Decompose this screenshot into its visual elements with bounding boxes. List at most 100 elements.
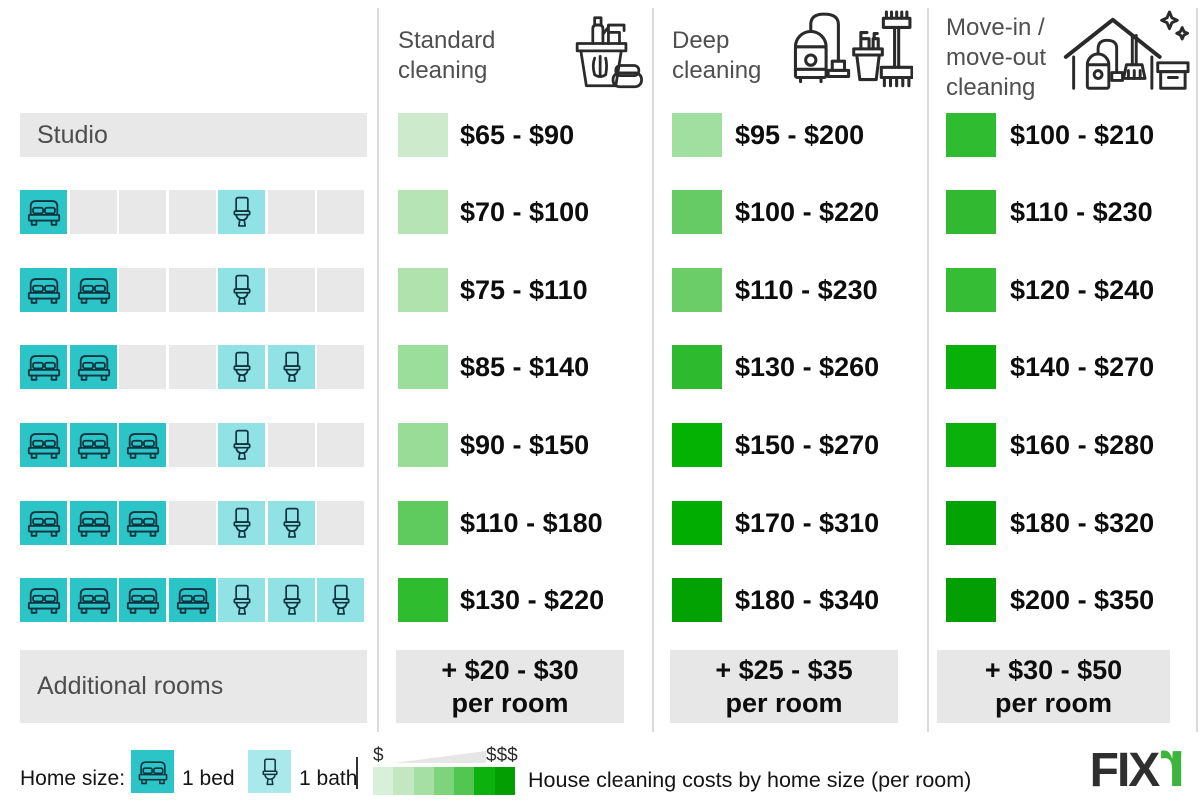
- deep-price-label: $95 - $200: [735, 120, 865, 150]
- deep-price-label: $130 - $260: [735, 352, 880, 382]
- scale-step: [393, 767, 414, 795]
- bed-icon: [27, 278, 60, 304]
- vacuum-bucket-broom-icon: [775, 8, 914, 105]
- home-size-row-studio: Studio: [20, 113, 367, 157]
- empty-cell: [317, 345, 364, 389]
- empty-cell: [317, 190, 364, 234]
- deep-price-swatch: [672, 423, 722, 467]
- standard-price-swatch: [398, 345, 448, 389]
- bed-cell: [20, 268, 67, 312]
- deep-price-swatch: [672, 268, 722, 312]
- bath-cell: [218, 501, 265, 545]
- standard-additional-price-box: + $20 - $30 per room: [396, 650, 624, 723]
- bed-cell: [169, 578, 216, 622]
- cleaning-supplies-icon: [556, 12, 648, 102]
- deep-price-label: $180 - $340: [735, 585, 880, 615]
- standard-price-label: $110 - $180: [460, 508, 603, 538]
- bed-icon: [27, 355, 60, 381]
- deep-additional-price-box: + $25 - $35 per room: [670, 650, 898, 723]
- toilet-icon: [261, 757, 278, 785]
- bath-cell: [317, 578, 364, 622]
- bed-icon: [27, 511, 60, 537]
- bed-cell: [20, 423, 67, 467]
- bath-cell: [268, 345, 315, 389]
- standard-price-label: $75 - $110: [460, 275, 588, 305]
- deep-price-label: $170 - $310: [735, 508, 880, 538]
- chart-caption: House cleaning costs by home size (per r…: [528, 768, 972, 792]
- standard-price-label: $65 - $90: [460, 120, 575, 150]
- column-divider: [377, 8, 379, 732]
- bed-cell: [119, 501, 166, 545]
- bed-legend-label: 1 bed: [182, 767, 235, 790]
- bed-cell: [70, 501, 117, 545]
- move-price-swatch: [946, 268, 996, 312]
- bed-icon: [77, 278, 110, 304]
- bed-icon: [77, 433, 110, 459]
- deep-price-swatch: [672, 501, 722, 545]
- bath-legend-label: 1 bath: [299, 767, 358, 790]
- empty-cell: [119, 345, 166, 389]
- toilet-icon: [232, 196, 251, 227]
- standard-price-label: $85 - $140: [460, 352, 590, 382]
- standard-cleaning-header: Standard cleaning: [398, 27, 496, 84]
- bed-cell: [119, 578, 166, 622]
- empty-cell: [268, 423, 315, 467]
- bed-icon: [27, 433, 60, 459]
- bed-icon: [27, 200, 60, 226]
- fixr-logo: FIX r: [1089, 726, 1186, 800]
- standard-price-swatch: [398, 423, 448, 467]
- legend-divider: [356, 757, 358, 789]
- standard-price-label: $130 - $220: [460, 585, 605, 615]
- move-price-swatch: [946, 501, 996, 545]
- empty-cell: [317, 501, 364, 545]
- home-size-legend-label: Home size:: [20, 767, 126, 790]
- bath-cell: [218, 345, 265, 389]
- scale-step: [474, 767, 495, 795]
- bed-cell: [119, 423, 166, 467]
- bed-icon: [138, 760, 167, 784]
- empty-cell: [169, 190, 216, 234]
- toilet-icon: [232, 274, 251, 305]
- empty-cell: [169, 345, 216, 389]
- scale-max-label: $$$: [486, 745, 518, 766]
- toilet-icon: [282, 351, 301, 382]
- price-color-scale: [373, 767, 515, 795]
- deep-price-swatch: [672, 190, 722, 234]
- bath-cell: [218, 268, 265, 312]
- bed-cell: [70, 268, 117, 312]
- fixr-logo-r: r: [1160, 726, 1186, 800]
- scale-step: [413, 767, 434, 795]
- additional-rooms-row: Additional rooms: [20, 650, 367, 723]
- move-price-label: $110 - $230: [1010, 197, 1153, 227]
- additional-price: + $25 - $35: [715, 654, 853, 685]
- scale-step: [373, 767, 394, 795]
- standard-price-swatch: [398, 501, 448, 545]
- toilet-icon: [282, 507, 301, 538]
- toilet-icon: [282, 584, 301, 615]
- column-divider: [1196, 8, 1198, 732]
- move-additional-price-box: + $30 - $50 per room: [937, 650, 1170, 723]
- toilet-icon: [232, 507, 251, 538]
- additional-price-unit: per room: [725, 687, 843, 718]
- toilet-icon: [232, 429, 251, 460]
- additional-price: + $20 - $30: [441, 654, 579, 685]
- toilet-icon: [232, 584, 251, 615]
- scale-step: [433, 767, 455, 795]
- additional-price-unit: per room: [994, 687, 1113, 718]
- move-price-swatch: [946, 423, 996, 467]
- empty-cell: [317, 268, 364, 312]
- move-price-swatch: [946, 113, 996, 157]
- empty-cell: [119, 190, 166, 234]
- fixr-logo-text: FIX: [1089, 744, 1161, 797]
- empty-cell: [70, 190, 117, 234]
- deep-price-swatch: [672, 345, 722, 389]
- bath-cell: [268, 578, 315, 622]
- empty-cell: [268, 268, 315, 312]
- bed-icon: [27, 588, 60, 614]
- scale-step: [454, 767, 475, 795]
- deep-cleaning-header: Deep cleaning: [672, 27, 762, 84]
- bath-cell: [218, 423, 265, 467]
- additional-price-unit: per room: [451, 687, 569, 718]
- toilet-icon: [232, 351, 251, 382]
